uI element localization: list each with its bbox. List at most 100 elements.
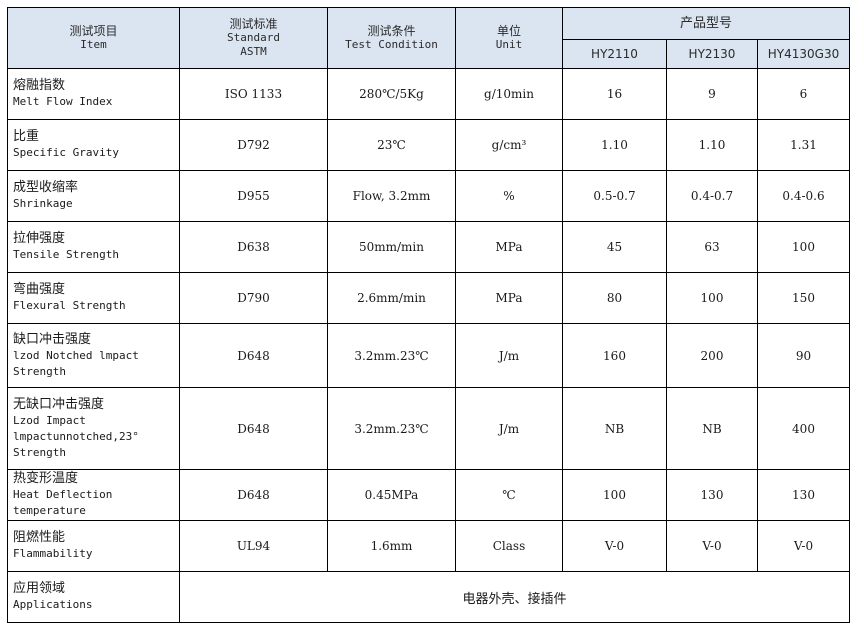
value-cell: 80 xyxy=(562,272,667,324)
value-cell: 130 xyxy=(757,469,850,521)
item-cell: 应用领域 Applications xyxy=(7,571,180,623)
header-item: 测试项目 Item xyxy=(7,7,180,69)
standard-cell: UL94 xyxy=(179,520,328,572)
value-cell: 100 xyxy=(757,221,850,273)
item-cn: 热变形温度 xyxy=(13,471,79,486)
table-row: 弯曲强度 Flexural Strength D790 2.6mm/min MPa 80 1… xyxy=(7,272,850,324)
value-cell: 200 xyxy=(666,323,758,388)
item-cell: 缺口冲击强度 lzod Notched lmpact Strength xyxy=(7,323,180,388)
unit-cell: Class xyxy=(455,520,563,572)
header-standard-astm: ASTM xyxy=(240,45,267,58)
unit-cell: MPa xyxy=(455,221,563,273)
table-row: 成型收缩率 Shrinkage D955 Flow, 3.2mm% 0.5-0.7 0.4… xyxy=(7,170,850,222)
item-en: Melt Flow Index xyxy=(13,95,113,108)
value-cell: 63 xyxy=(666,221,758,273)
condition-cell: 23℃ xyxy=(327,119,456,171)
header-item-cn: 测试项目 xyxy=(69,24,118,38)
value-cell: NB xyxy=(562,387,667,470)
standard-cell: D648 xyxy=(179,469,328,521)
item-cell: 比重 Specific Gravity xyxy=(7,119,180,171)
spec-table: 测试项目 Item 测试标准 Standard ASTM 测试条件 Test C… xyxy=(7,7,850,623)
item-cell: 拉伸强度 Tensile Strength xyxy=(7,221,180,273)
value-cell: NB xyxy=(666,387,758,470)
item-cn: 成型收缩率 xyxy=(13,180,79,195)
value-cell: 100 xyxy=(562,469,667,521)
value-cell: 0.4-0.6 xyxy=(757,170,850,222)
item-en: lzod Notched lmpact xyxy=(13,348,139,362)
value-cell: 90 xyxy=(757,323,850,388)
item-cell: 熔融指数 Melt Flow Index xyxy=(7,68,180,120)
value-cell: 0.5-0.7 xyxy=(562,170,667,222)
value-cell: 160 xyxy=(562,323,667,388)
unit-cell: g/10min xyxy=(455,68,563,120)
header-standard: 测试标准 Standard ASTM xyxy=(179,7,328,69)
applications-row: 应用领域 Applications 电器外壳、接插件 xyxy=(7,571,850,623)
value-cell: V-0 xyxy=(562,520,667,572)
item-en: Strength xyxy=(13,364,66,378)
table-row: 拉伸强度 Tensile Strength D638 50mm/min MPa 45 63 1… xyxy=(7,221,850,273)
table-row: 缺口冲击强度 lzod Notched lmpact Strength D648 3.2… xyxy=(7,323,850,388)
standard-cell: D648 xyxy=(179,387,328,470)
header-standard-en: Standard xyxy=(227,31,280,44)
value-cell: 1.10 xyxy=(562,119,667,171)
item-cn: 熔融指数 xyxy=(13,78,66,93)
unit-cell: J/m xyxy=(455,323,563,388)
item-cell: 无缺口冲击强度 Lzod Impact lmpactunnotched,23° Str… xyxy=(7,387,180,470)
condition-cell: 3.2mm.23℃ xyxy=(327,387,456,470)
item-en: Strength xyxy=(13,445,66,459)
value-cell: 150 xyxy=(757,272,850,324)
table-row: 热变形温度 Heat Deflection temperature D648 0.45M… xyxy=(7,469,850,521)
table-row: 无缺口冲击强度 Lzod Impact lmpactunnotched,23° Str… xyxy=(7,387,850,470)
value-cell: 9 xyxy=(666,68,758,120)
condition-cell: 0.45MPa xyxy=(327,469,456,521)
item-en: temperature xyxy=(13,504,86,517)
applications-label-en: Applications xyxy=(13,598,93,611)
unit-cell: g/cm³ xyxy=(455,119,563,171)
unit-cell: ℃ xyxy=(455,469,563,521)
header-item-en: Item xyxy=(80,38,107,51)
item-en: Heat Deflection xyxy=(13,488,113,501)
item-en: Shrinkage xyxy=(13,197,73,210)
condition-cell: 2.6mm/min xyxy=(327,272,456,324)
value-cell: 6 xyxy=(757,68,850,120)
item-cn: 比重 xyxy=(13,129,40,144)
applications-value: 电器外壳、接插件 xyxy=(179,571,850,623)
header-unit-en: Unit xyxy=(495,38,523,51)
table-row: 阻燃性能 Flammability UL94 1.6mm Class V-0 V-0 V-0 xyxy=(7,520,850,572)
condition-cell: 3.2mm.23℃ xyxy=(327,323,456,388)
standard-cell: D955 xyxy=(179,170,328,222)
value-cell: 100 xyxy=(666,272,758,324)
header-unit-cn: 单位 xyxy=(496,24,521,38)
header-condition: 测试条件 Test Condition xyxy=(327,7,456,69)
item-cell: 阻燃性能 Flammability xyxy=(7,520,180,572)
unit-cell: % xyxy=(455,170,563,222)
item-cell: 弯曲强度 Flexural Strength xyxy=(7,272,180,324)
header-condition-cn: 测试条件 xyxy=(367,24,416,38)
value-cell: V-0 xyxy=(757,520,850,572)
unit-cell: MPa xyxy=(455,272,563,324)
item-cn: 拉伸强度 xyxy=(13,231,66,246)
condition-cell: 50mm/min xyxy=(327,221,456,273)
item-cell: 热变形温度 Heat Deflection temperature xyxy=(7,469,180,521)
header-models-title: 产品型号 xyxy=(562,7,850,40)
unit-cell: J/m xyxy=(455,387,563,470)
header-model: HY2130 xyxy=(666,39,758,69)
item-cn: 无缺口冲击强度 xyxy=(13,396,105,412)
standard-cell: D792 xyxy=(179,119,328,171)
item-en: Tensile Strength xyxy=(13,248,119,261)
value-cell: V-0 xyxy=(666,520,758,572)
value-cell: 16 xyxy=(562,68,667,120)
standard-cell: D648 xyxy=(179,323,328,388)
table-row: 熔融指数 Melt Flow Index ISO 1133 280℃/5Kg g/10m… xyxy=(7,68,850,120)
value-cell: 130 xyxy=(666,469,758,521)
header-standard-cn: 测试标准 xyxy=(229,17,278,31)
condition-cell: 1.6mm xyxy=(327,520,456,572)
item-cn: 弯曲强度 xyxy=(13,282,66,297)
value-cell: 1.10 xyxy=(666,119,758,171)
value-cell: 400 xyxy=(757,387,850,470)
item-cn: 缺口冲击强度 xyxy=(13,331,92,347)
item-en: lmpactunnotched,23° xyxy=(13,429,139,443)
header-condition-en: Test Condition xyxy=(345,38,438,51)
item-en: Flammability xyxy=(13,547,93,560)
value-cell: 0.4-0.7 xyxy=(666,170,758,222)
